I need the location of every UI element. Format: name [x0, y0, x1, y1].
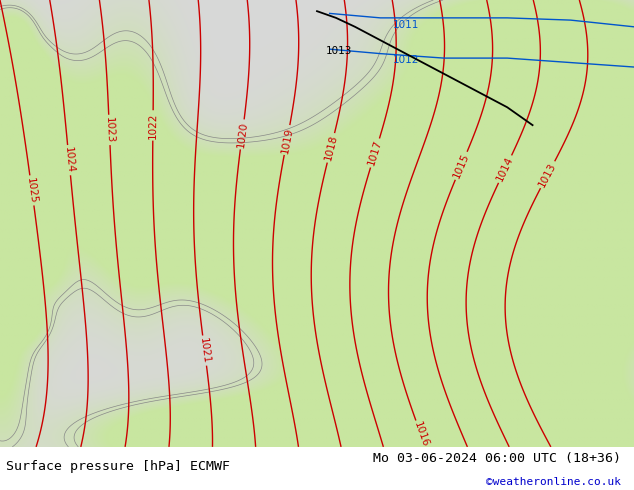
Text: 1024: 1024 — [63, 147, 75, 174]
Text: 1025: 1025 — [25, 177, 39, 204]
Text: 1017: 1017 — [366, 139, 384, 167]
Text: 1022: 1022 — [148, 112, 158, 139]
Text: ©weatheronline.co.uk: ©weatheronline.co.uk — [486, 477, 621, 487]
Text: 1019: 1019 — [280, 126, 294, 154]
Text: Surface pressure [hPa] ECMWF: Surface pressure [hPa] ECMWF — [6, 460, 230, 473]
Text: 1023: 1023 — [104, 117, 115, 143]
Text: Mo 03-06-2024 06:00 UTC (18+36): Mo 03-06-2024 06:00 UTC (18+36) — [373, 452, 621, 466]
Text: 1016: 1016 — [412, 421, 430, 449]
Text: 1013: 1013 — [537, 161, 558, 189]
Text: 1012: 1012 — [393, 55, 420, 65]
Text: 1013: 1013 — [326, 47, 353, 56]
Text: 1020: 1020 — [236, 121, 249, 148]
Text: 1018: 1018 — [323, 134, 339, 162]
Text: 1015: 1015 — [451, 152, 471, 180]
Text: 1021: 1021 — [198, 337, 211, 364]
Text: 1011: 1011 — [393, 20, 420, 29]
Text: 1014: 1014 — [495, 155, 515, 183]
